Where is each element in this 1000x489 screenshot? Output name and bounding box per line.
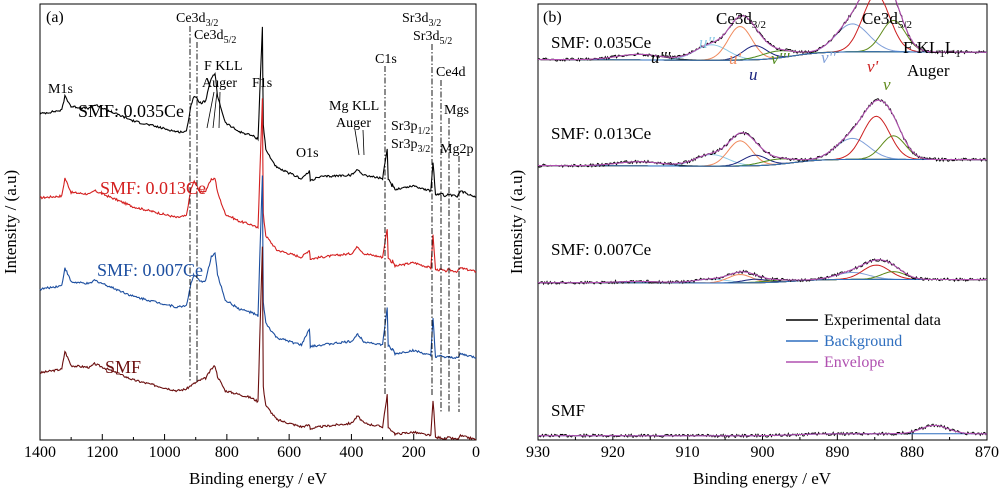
- annot-fkll-line2: Auger: [202, 76, 237, 91]
- panel-b-label: (b): [543, 9, 562, 26]
- annot-sr3p32: Sr3p3/2: [391, 137, 430, 155]
- panel-a-guide-lines: [189, 26, 460, 412]
- annot-mgs: Mgs: [444, 103, 469, 118]
- annot-f1s: F1s: [252, 76, 272, 91]
- panel-a-series-line: [39, 246, 477, 441]
- panel-b-envelope-line: [538, 0, 987, 61]
- region-ce3d32: Ce3d3/2: [716, 9, 766, 31]
- annot-mgkll-line1: Mg KLL: [329, 99, 379, 114]
- panel-b-envelope-line: [538, 99, 987, 167]
- panel-b-x-ticks: 930 920 910 900 890 880 870: [526, 434, 999, 461]
- comp-label-v3: v''': [771, 49, 790, 68]
- panel-a-y-axis-label: Intensity / (a.u): [1, 170, 20, 274]
- panel-a-x-axis-label: Binding energy / eV: [189, 469, 328, 488]
- panel-a-series-label-0035: SMF: 0.035Ce: [78, 101, 184, 121]
- panel-b-tick-label-870: 870: [975, 444, 999, 461]
- panel-b-tick-label-920: 920: [601, 444, 625, 461]
- annot-ce4d: Ce4d: [436, 65, 466, 80]
- panel-a-series-labels: SMF: 0.035Ce SMF: 0.013Ce SMF: 0.007Ce S…: [78, 101, 206, 377]
- panel-b-background-line: [538, 158, 987, 167]
- panel-b-component-curve: [538, 264, 987, 284]
- comp-label-v2: v'': [821, 48, 836, 67]
- legend-label-experimental: Experimental data: [824, 312, 941, 329]
- panel-a-series-label-0007: SMF: 0.007Ce: [97, 260, 203, 280]
- panel-a-x-ticks: 1400 1200 1000 800 600 400 200 0: [24, 434, 480, 461]
- panel-a-annotations: M1s Ce3d3/2 Ce3d5/2 F KLL Auger F1s O1s …: [48, 11, 473, 161]
- annot-o1s: O1s: [296, 146, 319, 161]
- comp-label-v1: v': [867, 57, 879, 76]
- panel-a-tick-label-800: 800: [215, 444, 239, 461]
- panel-a-tick-label-1000: 1000: [149, 444, 181, 461]
- panel-b-tick-label-910: 910: [676, 444, 700, 461]
- annot-sr3d52: Sr3d5/2: [413, 29, 452, 47]
- pointer-fkll-2: [212, 91, 218, 129]
- panel-a-tick-label-0: 0: [472, 444, 480, 461]
- annot-m1s: M1s: [48, 82, 73, 97]
- panel-b-envelope-line: [538, 424, 987, 437]
- panel-b-envelope-line: [538, 259, 987, 284]
- annot-mgkll-line2: Auger: [336, 116, 371, 131]
- pointer-mgkll-2: [362, 129, 365, 156]
- panel-b-experimental-line: [537, 258, 988, 286]
- panel-b-series-label-0007: SMF: 0.007Ce: [551, 240, 651, 259]
- comp-label-u3: u''': [651, 48, 671, 67]
- panel-b-tick-label-890: 890: [825, 444, 849, 461]
- panel-a-tick-label-1200: 1200: [86, 444, 118, 461]
- panel-a-tick-label-600: 600: [277, 444, 301, 461]
- panel-b-background-line: [537, 51, 988, 61]
- panel-a-label: (a): [46, 9, 64, 26]
- panel-b-series-labels: SMF: 0.035Ce SMF: 0.013Ce SMF: 0.007Ce S…: [551, 33, 651, 420]
- panel-b-series: [537, 0, 988, 439]
- annot-c1s: C1s: [375, 52, 397, 67]
- panel-a-series-line: [39, 175, 477, 360]
- panel-b-x-axis-label: Binding energy / eV: [693, 469, 832, 488]
- annot-sr3p12: Sr3p1/2: [391, 119, 430, 137]
- panel-b: (b) 930 920 910 900 890 880 870 Binding energy…: [507, 0, 999, 488]
- pointer-fkll-1: [206, 91, 215, 129]
- annot-mg2p: Mg2p: [440, 142, 473, 157]
- panel-a-series-line: [39, 98, 477, 274]
- annot-sr3d32: Sr3d3/2: [402, 11, 441, 29]
- region-ce3d52: Ce3d5/2: [862, 9, 912, 31]
- comp-label-u1: u': [729, 49, 742, 68]
- panel-b-tick-label-880: 880: [900, 444, 924, 461]
- region-fkll: F KL1L1: [903, 38, 961, 60]
- panel-b-region-labels: Ce3d3/2 Ce3d5/2 F KL1L1 Auger: [716, 9, 961, 80]
- panel-a-series-label-smf: SMF: [105, 357, 141, 377]
- panel-a: (a) 1400 1200 1000 800 600 400 200 0 Binding en…: [1, 3, 480, 488]
- panel-a-series: [39, 26, 477, 441]
- pointer-fkll-3: [218, 91, 221, 129]
- panel-b-tick-label-900: 900: [751, 444, 775, 461]
- panel-b-component-labels: u''' u'' u' u v''' v'' v' v: [651, 33, 891, 94]
- panel-a-tick-label-200: 200: [402, 444, 426, 461]
- panel-a-series-label-0013: SMF: 0.013Ce: [100, 178, 206, 198]
- comp-label-u2: u'': [699, 33, 715, 52]
- panel-b-series-label-smf: SMF: [551, 401, 585, 420]
- panel-b-tick-label-930: 930: [526, 444, 550, 461]
- panel-a-pointer-lines: [206, 91, 365, 156]
- annot-ce3d32: Ce3d3/2: [176, 11, 218, 29]
- legend-label-envelope: Envelope: [824, 354, 884, 371]
- region-fkll-auger: Auger: [907, 61, 950, 80]
- panel-a-tick-label-400: 400: [339, 444, 363, 461]
- annot-ce3d52: Ce3d5/2: [194, 28, 236, 46]
- legend-label-background: Background: [824, 333, 902, 350]
- comp-label-v0: v: [883, 75, 891, 94]
- annot-fkll-line1: F KLL: [204, 59, 243, 74]
- panel-a-series-line: [39, 26, 477, 198]
- panel-b-series-label-0035: SMF: 0.035Ce: [551, 33, 651, 52]
- comp-label-u0: u: [749, 65, 758, 84]
- panel-b-series-label-0013: SMF: 0.013Ce: [551, 124, 651, 143]
- panel-b-y-axis-label: Intensity / (a.u): [507, 170, 526, 274]
- panel-a-tick-label-1400: 1400: [24, 444, 56, 461]
- panel-b-legend: Experimental data Background Envelope: [786, 312, 941, 371]
- pointer-mgkll-1: [354, 129, 360, 156]
